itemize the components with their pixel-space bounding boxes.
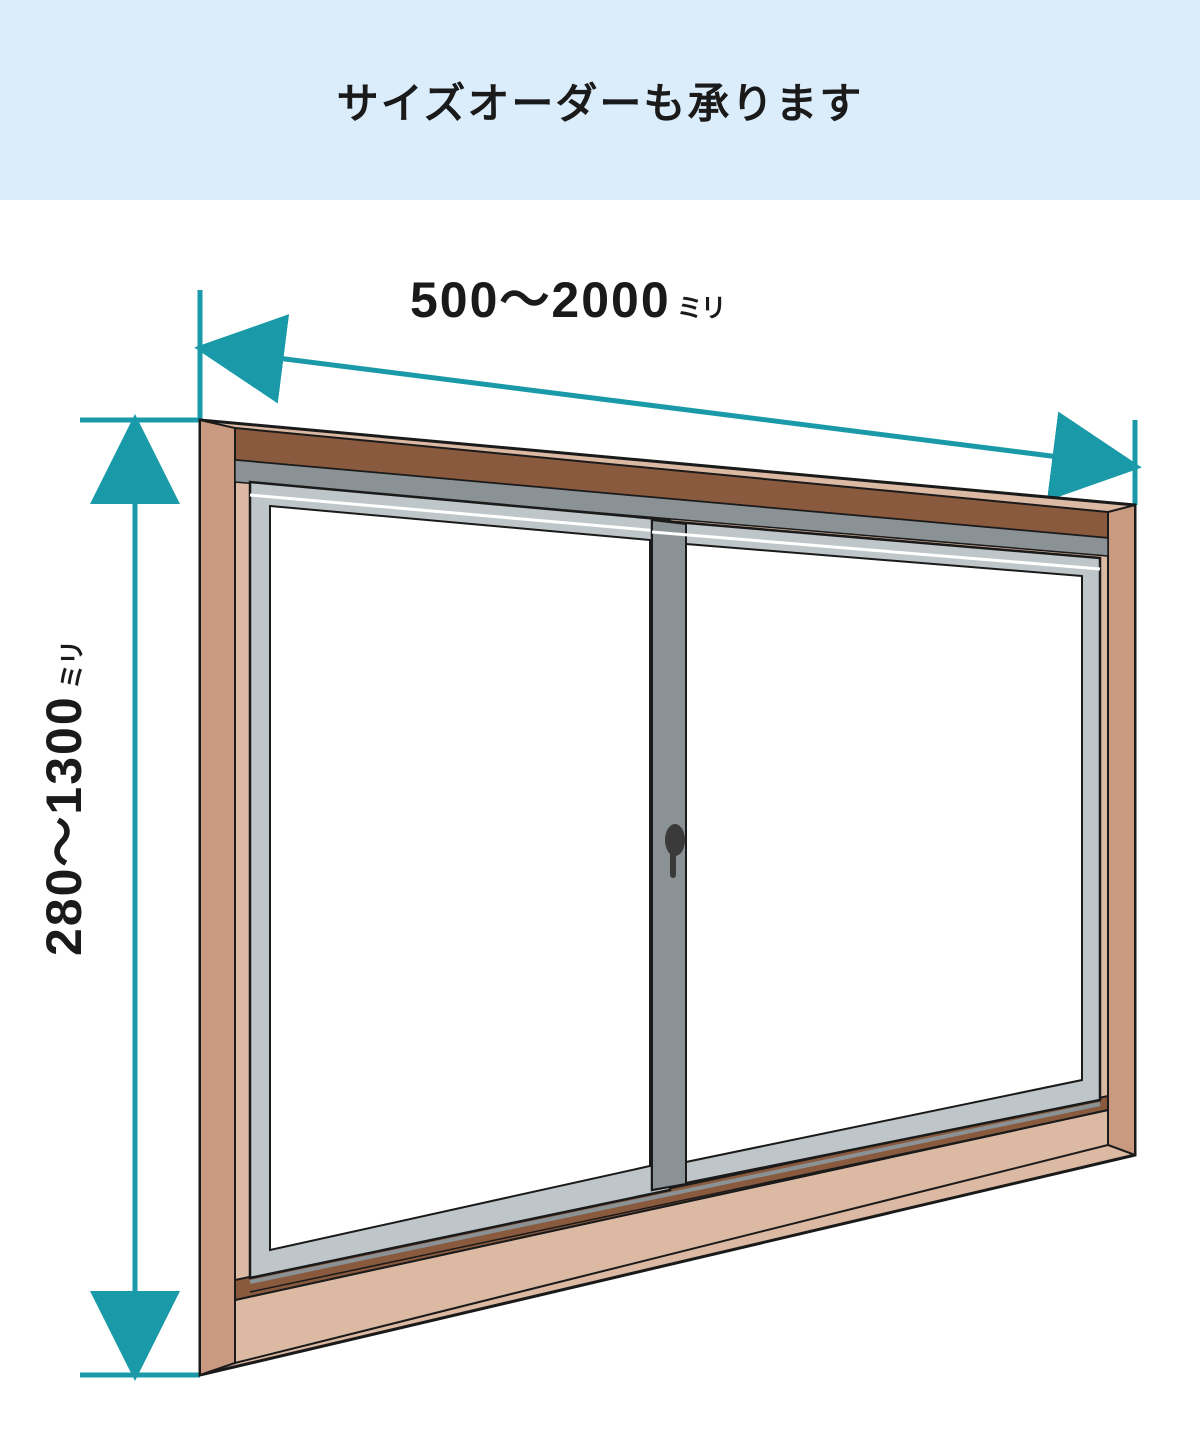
- window-illustration: [200, 420, 1135, 1375]
- window-svg: [0, 200, 1200, 1449]
- header-title: サイズオーダーも承ります: [337, 70, 864, 131]
- header-band: サイズオーダーも承ります: [0, 0, 1200, 200]
- window-diagram: 500～2000ミリ 280～1300ミリ: [0, 200, 1200, 1449]
- right-sash: [652, 520, 1100, 1190]
- height-dimension-arrow: [80, 420, 200, 1375]
- left-sash: [250, 482, 670, 1278]
